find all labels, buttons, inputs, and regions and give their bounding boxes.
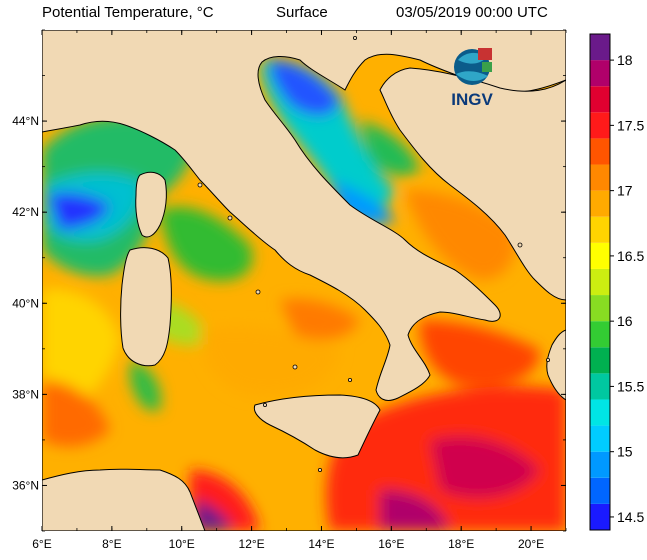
lat-tick-label: 44°N [12, 114, 39, 128]
colorbar-segment [590, 60, 610, 87]
colorbar-label: 18 [617, 52, 633, 68]
colorbar-label: 16.5 [617, 248, 644, 264]
lon-tick-label: 14°E [308, 537, 334, 551]
lon-tick-label: 8°E [102, 537, 121, 551]
colorbar-segment [590, 86, 610, 113]
lon-tick-label: 6°E [32, 537, 51, 551]
ingv-logo: INGV [451, 48, 493, 109]
lat-tick-label: 38°N [12, 387, 39, 401]
lat-tick-label: 42°N [12, 205, 39, 219]
italy-mainland [42, 30, 566, 401]
greece-coast [546, 329, 566, 401]
colorbar-frame [589, 33, 611, 531]
colorbar-segment [590, 295, 610, 322]
colorbar-segment [590, 34, 610, 61]
latitude-axis: 36°N 38°N 40°N 42°N 44°N [12, 29, 566, 532]
colorbar-segment [590, 242, 610, 269]
colorbar-label: 17.5 [617, 117, 644, 133]
lon-tick-label: 12°E [239, 537, 265, 551]
colorbar-segment [590, 503, 610, 530]
datetime-label: 03/05/2019 00:00 UTC [396, 4, 548, 21]
colorbar-segment [590, 373, 610, 400]
colorbar-segment [590, 190, 610, 217]
colorbar-segment [590, 321, 610, 348]
tunisia-coast [42, 468, 206, 531]
lon-tick-label: 20°E [518, 537, 544, 551]
longitude-axis: 6°E 8°E 10°E 12°E 14°E 16°E 18°E 20°E [32, 30, 567, 551]
colorbar-segment [590, 138, 610, 165]
colorbar-segment [590, 347, 610, 374]
colorbar-label: 17 [617, 183, 633, 199]
colorbar-segment [590, 477, 610, 504]
colorbar-label: 15 [617, 444, 633, 460]
colorbar-label: 15.5 [617, 378, 644, 394]
colorbar-segment [590, 451, 610, 478]
colorbar-segment [590, 425, 610, 452]
colorbar-segment [590, 164, 610, 191]
colorbar-segment [590, 216, 610, 243]
colorbar-segment [590, 268, 610, 296]
colorbar-segment [590, 399, 610, 426]
sicily [253, 394, 381, 459]
map-title: Potential Temperature, °C [42, 4, 214, 21]
lon-tick-label: 16°E [378, 537, 404, 551]
small-islands [197, 36, 551, 472]
ingv-logo-text: INGV [451, 90, 493, 109]
lat-tick-label: 40°N [12, 296, 39, 310]
land-masses [42, 30, 566, 531]
lat-tick-label: 36°N [12, 478, 39, 492]
colorbar: 14.5 15 15.5 16 16.5 17 17.5 18 [589, 33, 644, 531]
corsica [135, 171, 167, 238]
depth-level-label: Surface [276, 4, 328, 21]
colorbar-segment [590, 112, 610, 139]
colorbar-label: 16 [617, 313, 633, 329]
lon-tick-label: 10°E [169, 537, 195, 551]
colorbar-label: 14.5 [617, 509, 644, 525]
sardinia [120, 247, 172, 367]
lon-tick-label: 18°E [448, 537, 474, 551]
map-area [42, 30, 566, 531]
